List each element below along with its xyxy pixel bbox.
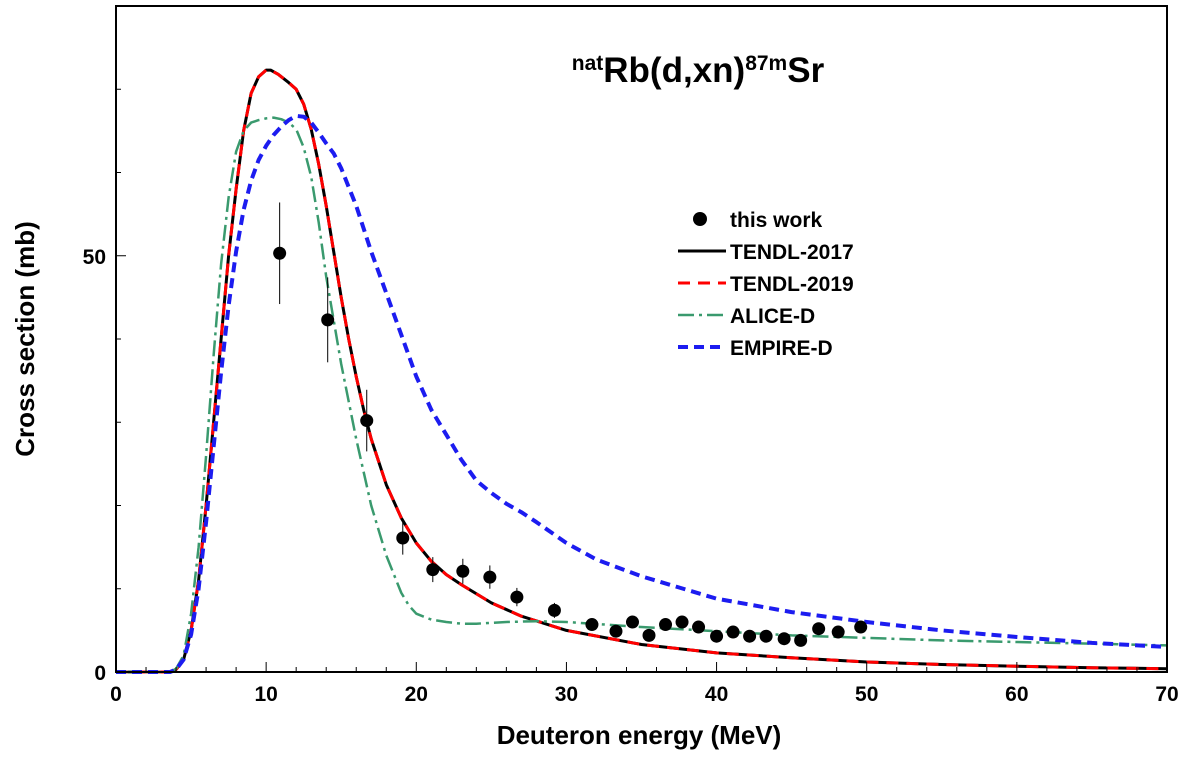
data-point-2 bbox=[360, 414, 374, 428]
x-tick-label-0: 0 bbox=[110, 683, 122, 706]
x-tick-label-50: 50 bbox=[855, 683, 878, 706]
legend-label-2: TENDL-2019 bbox=[730, 273, 854, 296]
points-layer bbox=[273, 202, 868, 647]
y-axis-title: Cross section (mb) bbox=[10, 221, 40, 457]
legend-label-3: ALICE-D bbox=[730, 305, 815, 328]
data-point-18 bbox=[743, 629, 757, 643]
x-axis-title: Deuteron energy (MeV) bbox=[497, 720, 782, 750]
legend-label-1: TENDL-2017 bbox=[730, 241, 854, 264]
data-point-15 bbox=[692, 620, 706, 634]
y-tick-label-50: 50 bbox=[83, 246, 106, 269]
x-tick-label-20: 20 bbox=[405, 683, 428, 706]
legend-label-4: EMPIRE-D bbox=[730, 337, 833, 360]
legend: this work TENDL-2017 TENDL-2019 ALICE-D EMPI… bbox=[678, 209, 854, 360]
x-tick-label-10: 10 bbox=[254, 683, 277, 706]
data-point-7 bbox=[510, 590, 524, 604]
legend-marker-0 bbox=[693, 212, 707, 226]
data-point-17 bbox=[726, 625, 740, 639]
data-point-4 bbox=[426, 563, 440, 577]
data-point-22 bbox=[812, 622, 826, 636]
data-point-10 bbox=[609, 624, 623, 638]
data-point-9 bbox=[585, 618, 599, 632]
data-point-13 bbox=[659, 618, 673, 632]
y-tick-label-0: 0 bbox=[94, 662, 106, 685]
series-line-1 bbox=[116, 68, 1168, 674]
data-point-6 bbox=[483, 570, 497, 584]
series-line-4 bbox=[116, 113, 1168, 674]
data-point-24 bbox=[854, 620, 868, 634]
chart-title-sup-nat: nat bbox=[572, 52, 604, 75]
data-point-16 bbox=[710, 629, 724, 643]
x-tick-label-40: 40 bbox=[705, 683, 728, 706]
data-point-8 bbox=[547, 603, 561, 617]
chart-title: natRb(d,xn)87mSr bbox=[572, 51, 825, 90]
data-point-14 bbox=[675, 615, 689, 629]
data-point-19 bbox=[759, 629, 773, 643]
ticks-layer: 0 10 20 30 40 50 60 70 0 50 bbox=[83, 5, 1179, 706]
data-point-11 bbox=[625, 615, 639, 629]
chart-title-sr: Sr bbox=[787, 51, 824, 90]
data-point-5 bbox=[456, 564, 470, 578]
x-tick-label-60: 60 bbox=[1005, 683, 1028, 706]
chart-title-sup-87m: 87m bbox=[745, 52, 787, 75]
data-point-20 bbox=[777, 632, 791, 646]
x-tick-label-70: 70 bbox=[1155, 683, 1178, 706]
legend-label-0: this work bbox=[730, 209, 823, 232]
data-point-23 bbox=[831, 625, 845, 639]
data-point-1 bbox=[321, 313, 335, 327]
data-point-0 bbox=[273, 246, 287, 260]
data-point-12 bbox=[642, 628, 656, 642]
data-point-3 bbox=[396, 531, 410, 545]
x-tick-label-30: 30 bbox=[555, 683, 578, 706]
data-point-21 bbox=[794, 633, 808, 647]
chart-title-rb: Rb(d,xn) bbox=[603, 51, 745, 90]
